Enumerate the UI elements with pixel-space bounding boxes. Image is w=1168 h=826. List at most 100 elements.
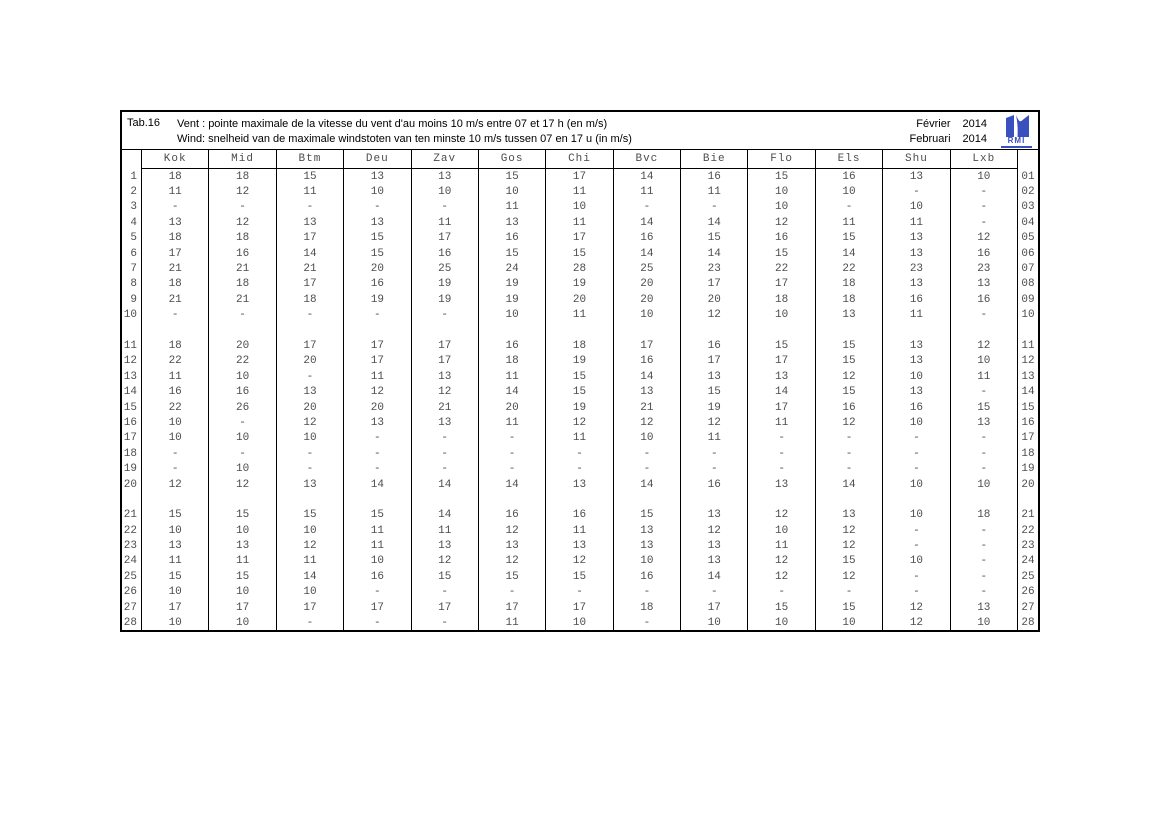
value-els: - [814, 584, 882, 600]
value-mid: 12 [208, 215, 275, 231]
column-header-flo: Flo [747, 150, 815, 169]
value-zav: - [410, 430, 478, 447]
value-kok: 13 [141, 538, 208, 554]
value-kok: 18 [141, 169, 208, 185]
value-flo: 10 [747, 615, 814, 631]
day-number-left: 17 [123, 432, 137, 445]
value-bie: 10 [680, 615, 747, 631]
value-bie: - [680, 199, 747, 216]
title-french: Vent : pointe maximale de la vitesse du … [177, 118, 608, 130]
value-bvc: 14 [612, 476, 680, 493]
data-rows: 1 18 18 15 13 13 15 17 14 16 15 16 13 10 01 2 11 12 11 10 10… [122, 169, 1038, 631]
day-number-right: 23 [1016, 538, 1038, 554]
value-btm: 11 [275, 553, 343, 570]
value-chi: 19 [545, 399, 612, 416]
value-bvc: 10 [612, 307, 680, 323]
value-bvc: 14 [612, 245, 680, 262]
value-bvc: 11 [612, 184, 680, 200]
value-deu: - [343, 307, 410, 323]
spacer-cell [949, 492, 1017, 508]
value-flo: 15 [747, 599, 814, 616]
value-bie: 14 [680, 569, 747, 585]
day-number-right: 11 [1016, 338, 1038, 354]
column-header-shu: Shu [882, 150, 950, 169]
value-gos: 18 [477, 353, 545, 370]
value-els: 15 [814, 230, 882, 246]
spacer-cell [680, 322, 747, 339]
column-header-btm: Btm [275, 150, 344, 169]
value-els: 18 [814, 276, 882, 293]
value-lxb: 12 [949, 230, 1017, 246]
value-lxb: 16 [949, 292, 1017, 308]
value-els: - [814, 461, 882, 477]
value-bvc: 14 [612, 169, 680, 185]
value-kok: - [141, 199, 208, 216]
value-kok: 22 [141, 353, 208, 370]
value-mid: 18 [208, 276, 275, 293]
value-deu: - [343, 584, 410, 600]
spacer-cell [882, 322, 949, 339]
day-number-left: 26 [123, 586, 137, 599]
value-zav: 11 [410, 522, 478, 539]
value-bie: 16 [680, 476, 747, 493]
column-header-chi: Chi [545, 150, 613, 169]
period-french: Février 2014 [916, 118, 987, 130]
value-flo: 10 [747, 522, 814, 539]
spacer-cell [814, 322, 882, 339]
value-shu: - [882, 461, 949, 477]
value-btm: 10 [275, 430, 343, 447]
spacer-cell [410, 322, 478, 339]
value-kok: 13 [141, 215, 208, 231]
value-els: 12 [814, 538, 882, 554]
day-number-left: 27 [123, 601, 137, 614]
value-bie: 14 [680, 215, 747, 231]
day-number-left: 25 [123, 570, 137, 583]
spacer-cell [882, 492, 949, 508]
value-bvc: 25 [612, 261, 680, 277]
value-lxb: - [949, 430, 1017, 447]
value-mid: 15 [208, 569, 275, 585]
value-flo: 13 [747, 476, 814, 493]
value-lxb: 10 [949, 476, 1017, 493]
value-deu: 20 [343, 261, 410, 277]
value-deu: 11 [343, 538, 410, 554]
day-number-right: 10 [1016, 307, 1038, 323]
day-number-left: 22 [123, 524, 137, 537]
spacer-cell [949, 322, 1017, 339]
value-bie: 17 [680, 353, 747, 370]
value-shu: 23 [882, 261, 949, 277]
value-zav: - [410, 461, 478, 477]
value-btm: - [275, 615, 343, 631]
value-deu: 13 [343, 415, 410, 431]
value-shu: 13 [882, 245, 949, 262]
value-mid: 16 [208, 245, 275, 262]
spacer-cell [410, 492, 478, 508]
value-mid: - [208, 199, 275, 216]
value-zav: - [410, 199, 478, 216]
value-btm: 14 [275, 245, 343, 262]
value-chi: 11 [545, 522, 612, 539]
value-zav: 17 [410, 338, 478, 354]
value-zav: 13 [410, 169, 478, 185]
value-chi: 11 [545, 430, 612, 447]
value-lxb: - [949, 553, 1017, 570]
value-mid: 16 [208, 384, 275, 400]
value-kok: 12 [141, 476, 208, 493]
header-day-right [1016, 150, 1038, 169]
value-lxb: 13 [949, 599, 1017, 616]
value-zav: 10 [410, 184, 478, 200]
value-mid: 20 [208, 338, 275, 354]
value-bie: 15 [680, 230, 747, 246]
value-bvc: 16 [612, 230, 680, 246]
value-kok: 10 [141, 430, 208, 447]
column-header-lxb: Lxb [949, 150, 1017, 169]
value-els: 14 [814, 245, 882, 262]
value-gos: 19 [477, 292, 545, 308]
value-els: - [814, 199, 882, 216]
day-number-right: 21 [1016, 507, 1038, 523]
value-deu: - [343, 615, 410, 631]
value-btm: - [275, 369, 343, 385]
value-lxb: - [949, 307, 1017, 323]
day-number-left: 24 [123, 555, 137, 568]
value-deu: 10 [343, 553, 410, 570]
